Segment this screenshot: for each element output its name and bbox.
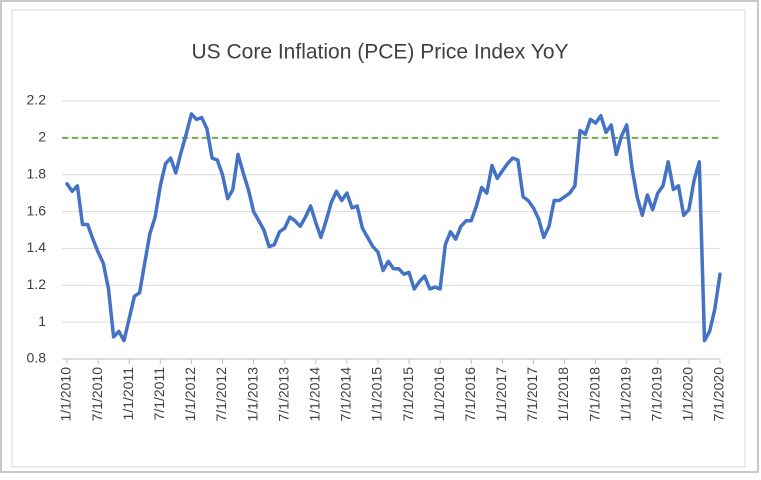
x-tick-label: 7/1/2015	[400, 367, 416, 422]
x-tick-label: 1/1/2014	[306, 367, 322, 422]
x-tick-label: 1/1/2011	[120, 367, 136, 421]
x-tick-label: 7/1/2016	[462, 367, 478, 422]
x-tick-label: 1/1/2020	[680, 367, 696, 422]
y-tick-label: 2	[38, 129, 46, 145]
y-tick-label: 1.6	[27, 202, 47, 218]
x-tick-label: 7/1/2010	[89, 367, 105, 422]
x-tick-label: 7/1/2013	[275, 367, 291, 422]
x-tick-label: 1/1/2018	[555, 367, 571, 422]
chart-title: US Core Inflation (PCE) Price Index YoY	[191, 41, 568, 64]
x-tick-label: 1/1/2019	[617, 367, 633, 422]
y-tick-label: 1.8	[27, 165, 47, 181]
y-tick-label: 1	[38, 313, 46, 329]
x-tick-label: 7/1/2017	[524, 367, 540, 422]
x-tick-label: 7/1/2012	[213, 367, 229, 422]
x-tick-label: 1/1/2010	[58, 367, 74, 422]
x-tick-label: 1/1/2017	[493, 367, 509, 422]
y-tick-label: 1.4	[27, 239, 47, 255]
x-tick-label: 1/1/2013	[244, 367, 260, 422]
y-tick-label: 1.2	[27, 276, 47, 292]
x-tick-label: 7/1/2020	[711, 367, 727, 422]
x-tick-label: 1/1/2012	[182, 367, 198, 422]
line-series	[65, 112, 722, 343]
y-tick-label: 2.2	[27, 92, 47, 108]
x-tick-label: 1/1/2016	[431, 367, 447, 422]
x-tick-label: 7/1/2014	[338, 367, 354, 422]
x-tick-label: 7/1/2011	[151, 367, 167, 421]
x-tick-label: 7/1/2019	[649, 367, 665, 422]
x-tick-label: 1/1/2015	[369, 367, 385, 422]
x-tick-label: 7/1/2018	[586, 367, 602, 422]
y-tick-label: 0.8	[27, 350, 47, 366]
plot-frame	[11, 9, 746, 468]
